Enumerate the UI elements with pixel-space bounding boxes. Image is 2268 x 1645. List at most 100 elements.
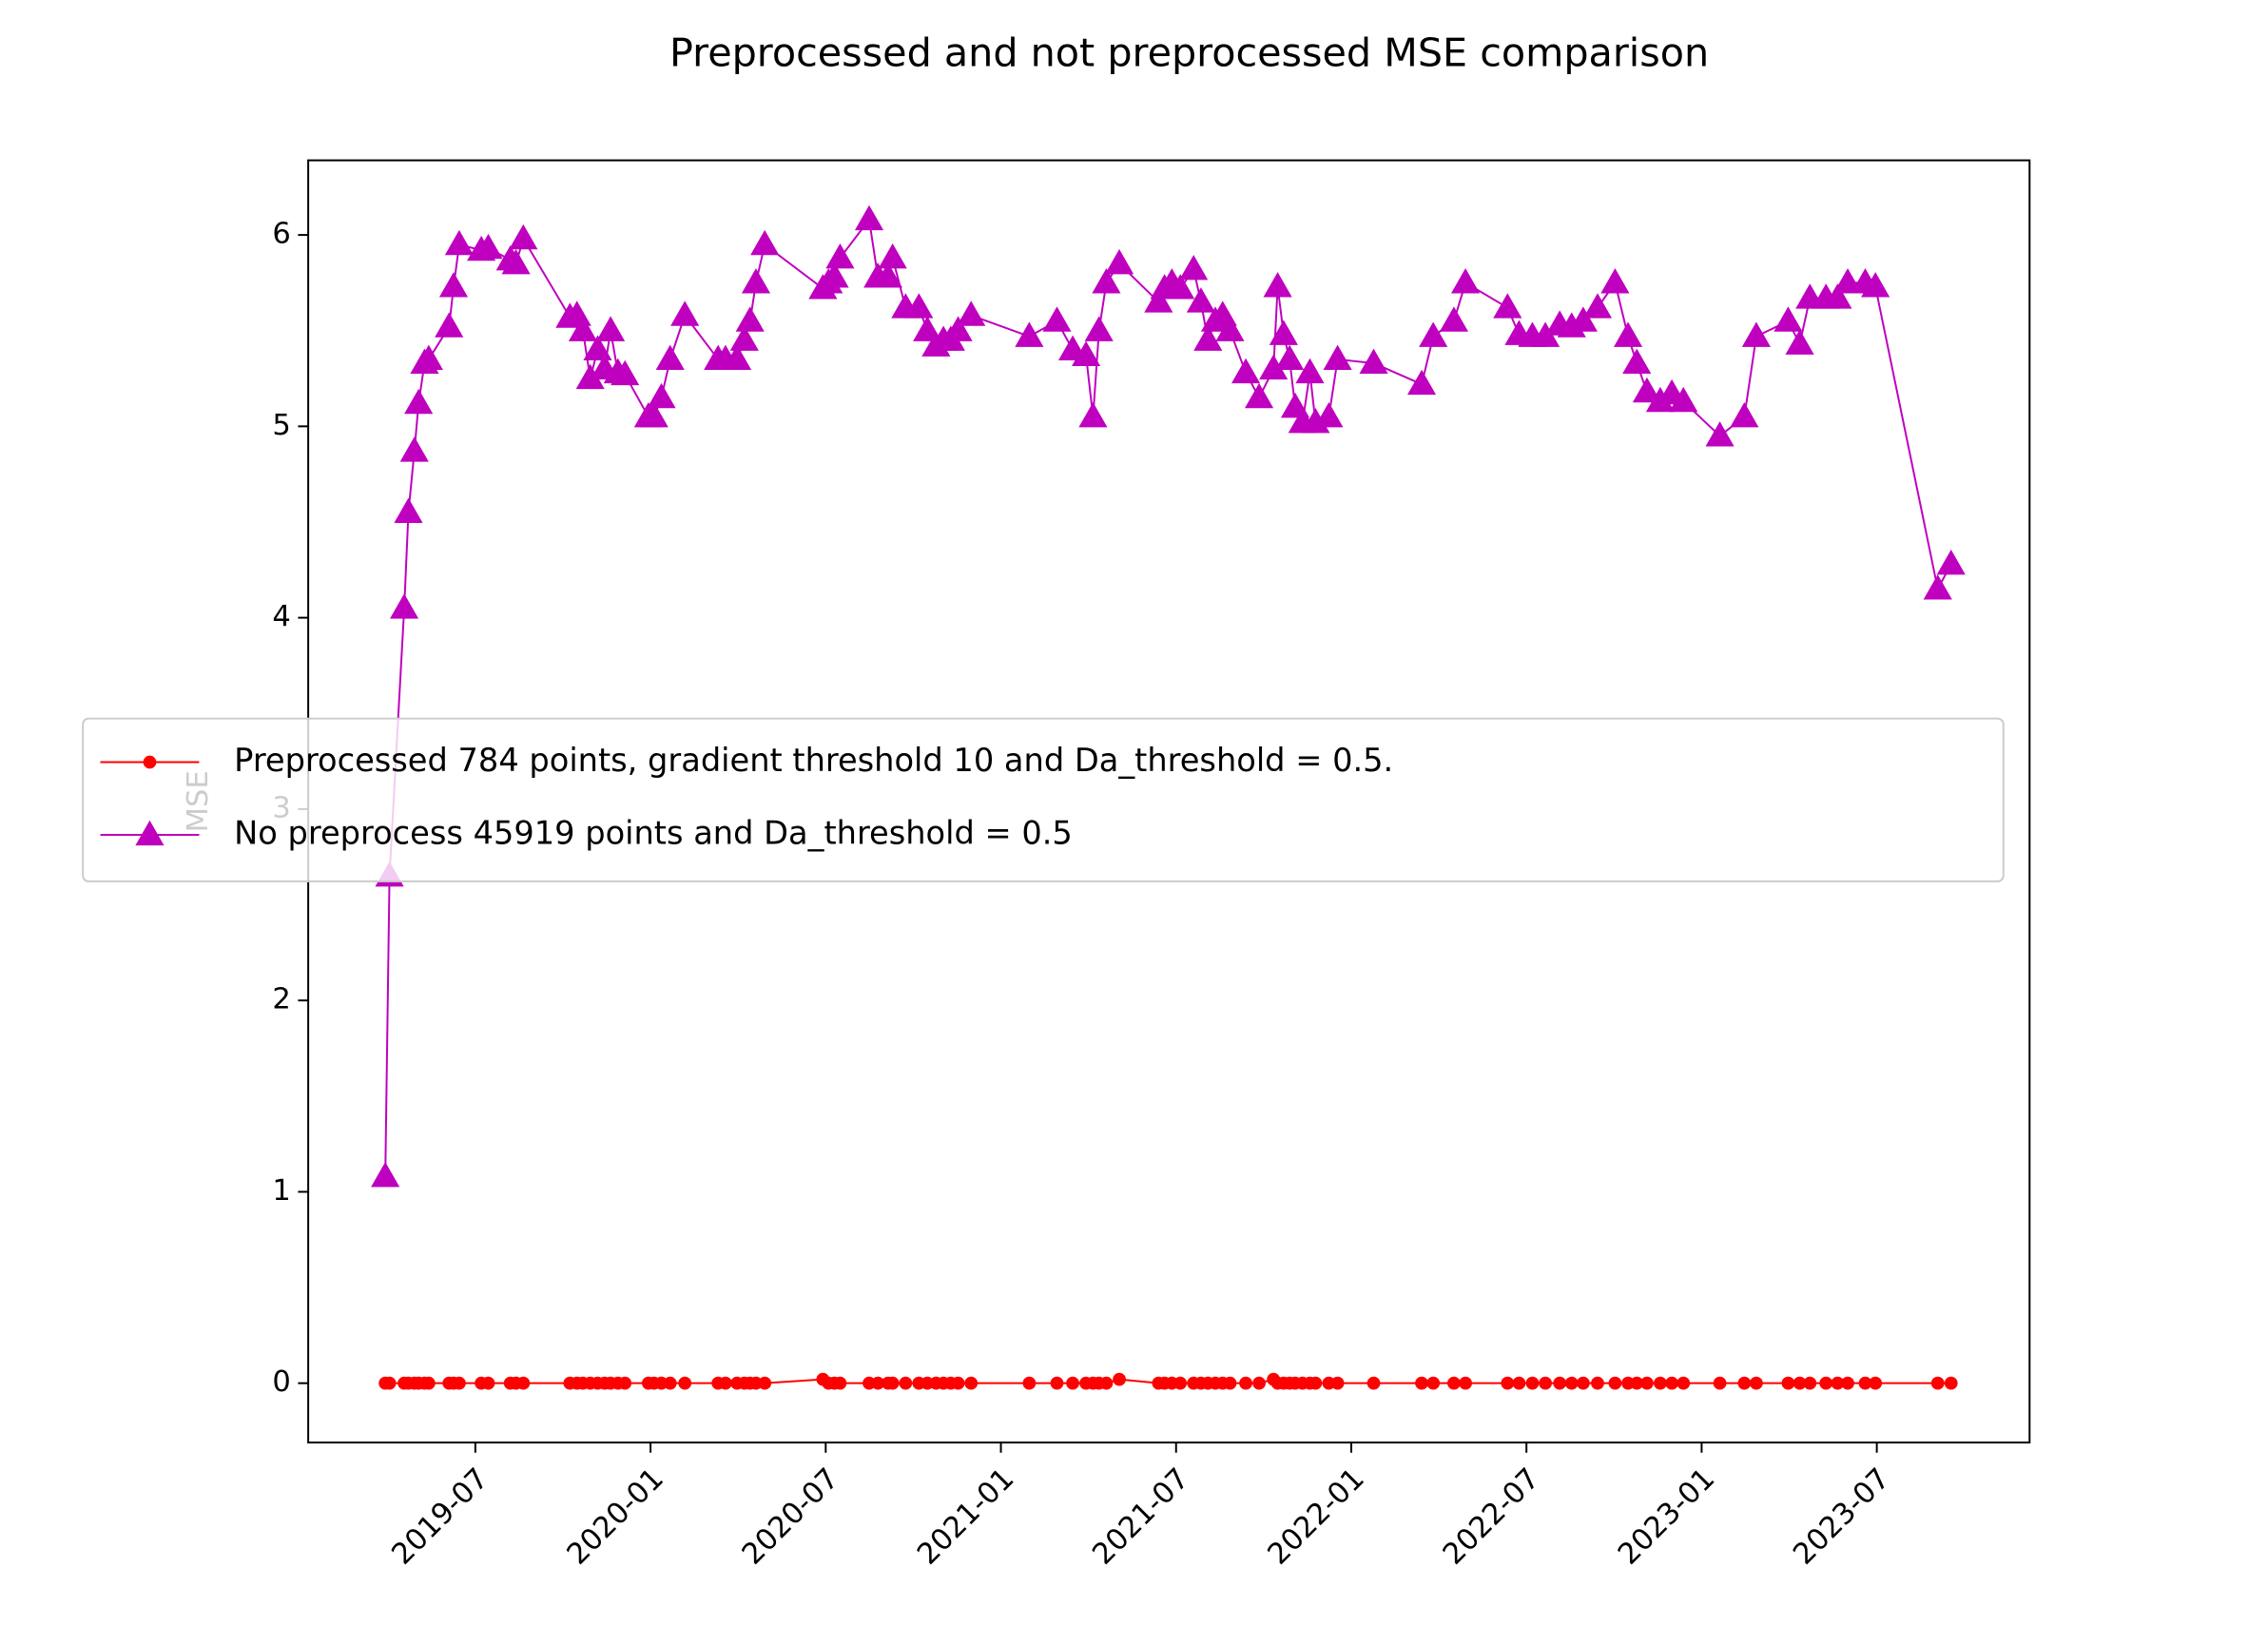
y-tick-label: 5: [272, 409, 290, 442]
point-marker: [854, 204, 884, 231]
point-marker: [1553, 1376, 1567, 1390]
point-marker: [1665, 1376, 1678, 1390]
point-marker: [1193, 325, 1223, 351]
point-marker: [421, 1376, 436, 1390]
point-marker: [1066, 1376, 1079, 1390]
point-marker: [1231, 358, 1261, 384]
point-marker: [1406, 369, 1437, 396]
point-marker: [414, 344, 443, 371]
point-marker: [371, 1162, 400, 1188]
point-marker: [1439, 306, 1468, 332]
point-marker: [1459, 1376, 1472, 1390]
point-marker: [1936, 549, 1966, 575]
point-marker: [438, 272, 469, 298]
point-marker: [1730, 401, 1759, 428]
point-marker: [1223, 1376, 1237, 1390]
point-marker: [474, 233, 503, 260]
point-marker: [1568, 306, 1598, 332]
chart-title: Preprocessed and not preprocessed MSE co…: [669, 30, 1709, 76]
point-marker: [618, 1376, 632, 1390]
point-marker: [825, 242, 855, 269]
point-marker: [913, 316, 942, 341]
point-marker: [647, 382, 676, 409]
point-marker: [1269, 319, 1298, 345]
point-marker: [1447, 1376, 1461, 1390]
legend-label: Preprocessed 784 points, gradient thresh…: [234, 742, 1393, 779]
point-marker: [583, 335, 612, 360]
point-marker: [1078, 401, 1108, 428]
y-tick-label: 2: [272, 983, 290, 1016]
point-marker: [1419, 321, 1448, 347]
point-marker: [516, 1376, 531, 1390]
point-marker: [1525, 1376, 1540, 1390]
point-marker: [1179, 255, 1209, 281]
y-tick-label: 6: [272, 218, 290, 251]
point-marker: [1050, 1376, 1064, 1390]
point-marker: [1823, 283, 1852, 309]
point-marker: [1582, 293, 1613, 319]
point-marker: [1330, 1376, 1345, 1390]
point-marker: [143, 755, 157, 769]
point-marker: [1576, 1376, 1590, 1390]
point-marker: [1359, 348, 1388, 375]
y-tick-label: 0: [272, 1365, 290, 1399]
point-marker: [1071, 340, 1101, 366]
point-marker: [1022, 1376, 1037, 1390]
point-marker: [404, 388, 434, 415]
y-tick-label: 1: [272, 1174, 290, 1208]
point-marker: [1774, 306, 1803, 332]
point-marker: [1426, 1376, 1441, 1390]
legend: Preprocessed 784 points, gradient thresh…: [82, 717, 2005, 882]
point-marker: [611, 359, 640, 386]
point-marker: [1869, 1376, 1883, 1390]
point-marker: [1263, 272, 1292, 298]
point-marker: [481, 1376, 495, 1390]
point-marker: [1512, 1376, 1526, 1390]
point-marker: [729, 325, 759, 351]
point-marker: [1741, 321, 1771, 347]
point-marker: [1015, 321, 1044, 347]
point-marker: [719, 1376, 732, 1390]
point-marker: [1493, 293, 1522, 319]
point-marker: [655, 344, 685, 371]
point-marker: [951, 1376, 965, 1390]
point-marker: [1640, 1376, 1654, 1390]
point-marker: [596, 316, 626, 341]
point-marker: [389, 593, 419, 619]
point-marker: [1308, 1376, 1323, 1390]
point-marker: [1092, 268, 1121, 294]
point-marker: [1608, 1376, 1622, 1390]
point-marker: [1564, 1376, 1579, 1390]
point-marker: [1861, 272, 1890, 298]
point-marker: [1239, 1376, 1252, 1390]
point-marker: [1750, 1376, 1763, 1390]
point-marker: [1367, 1376, 1381, 1390]
point-marker: [444, 229, 474, 256]
legend-label: No preprocess 45919 points and Da_thresh…: [234, 814, 1073, 851]
point-marker: [1785, 329, 1814, 355]
point-marker: [1832, 268, 1863, 294]
point-marker: [1501, 1376, 1515, 1390]
point-marker: [501, 248, 531, 275]
point-marker: [1084, 316, 1114, 341]
point-marker: [1166, 274, 1195, 300]
point-marker: [394, 497, 423, 524]
point-marker: [1099, 1376, 1114, 1390]
point-marker: [1677, 1376, 1691, 1390]
point-marker: [1415, 1376, 1428, 1390]
point-marker: [1173, 1376, 1188, 1390]
point-marker: [1803, 1376, 1817, 1390]
point-marker: [1923, 574, 1952, 600]
point-marker: [1613, 321, 1643, 347]
point-marker: [382, 1376, 397, 1390]
point-marker: [878, 242, 907, 269]
point-marker: [1252, 1376, 1266, 1390]
point-marker: [1944, 1376, 1958, 1390]
point-marker: [1244, 382, 1274, 409]
point-marker: [1295, 358, 1325, 384]
point-marker: [135, 820, 165, 846]
point-marker: [833, 1376, 847, 1390]
point-marker: [957, 300, 986, 326]
point-marker: [1323, 344, 1352, 371]
